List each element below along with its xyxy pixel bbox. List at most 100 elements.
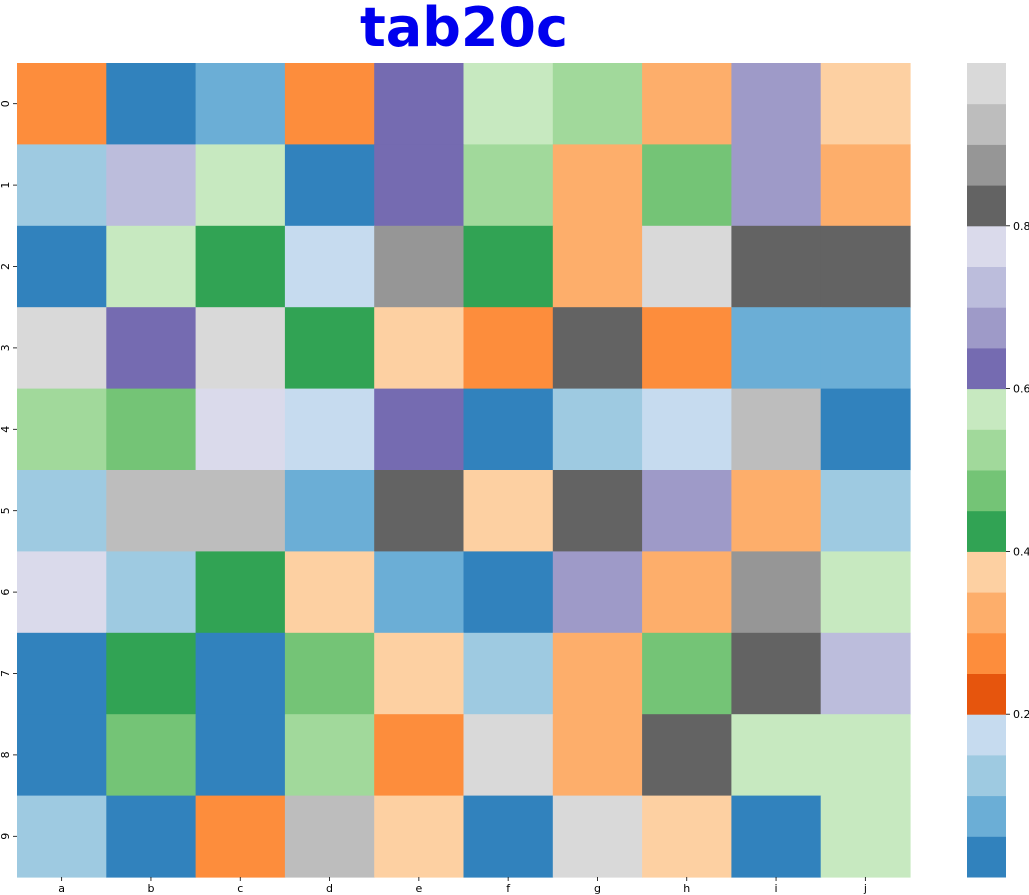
heatmap-cell xyxy=(106,551,197,634)
heatmap-cell xyxy=(642,307,732,390)
colorbar-ticks: 0.2 0.4 0.6 0.8 xyxy=(1006,220,1029,721)
heatmap-cell xyxy=(195,795,286,878)
heatmap-cell xyxy=(17,388,107,471)
heatmap-cell xyxy=(463,225,554,308)
heatmap-cell xyxy=(17,795,107,878)
heatmap-cell xyxy=(106,225,197,308)
heatmap-cell xyxy=(642,388,732,471)
colorbar-swatch xyxy=(967,429,1006,471)
heatmap-cell xyxy=(463,470,554,552)
colorbar-swatch xyxy=(967,266,1006,308)
heatmap-cell xyxy=(284,551,375,634)
heatmap-cell xyxy=(552,795,643,878)
colorbar-swatch xyxy=(967,510,1006,552)
colorbar-swatch xyxy=(967,673,1006,715)
heatmap-cell xyxy=(463,63,554,145)
heatmap-cell xyxy=(642,470,732,552)
heatmap-cell xyxy=(731,632,822,715)
colorbar xyxy=(967,63,1006,878)
heatmap-cell xyxy=(552,388,643,471)
heatmap-cell xyxy=(17,225,107,308)
heatmap-cell xyxy=(106,307,197,390)
heatmap-cell xyxy=(552,470,643,552)
heatmap-cell xyxy=(284,795,375,878)
heatmap-cell xyxy=(374,307,465,390)
heatmap-cell xyxy=(642,632,732,715)
x-tick-label: i xyxy=(775,882,778,895)
heatmap-cell xyxy=(820,144,911,227)
heatmap-cell xyxy=(284,470,375,552)
heatmap-cell xyxy=(463,795,554,878)
colorbar-swatch xyxy=(967,795,1006,837)
heatmap-cell xyxy=(820,225,911,308)
y-tick-label: 6 xyxy=(0,589,12,596)
heatmap-cell xyxy=(106,632,197,715)
heatmap-cell xyxy=(106,795,197,878)
colorbar-swatch xyxy=(967,185,1006,227)
heatmap-cell xyxy=(284,144,375,227)
heatmap-cell xyxy=(552,714,643,797)
heatmap-cell xyxy=(17,144,107,227)
heatmap-cell xyxy=(106,63,197,145)
heatmap-cell xyxy=(642,551,732,634)
heatmap-cell xyxy=(374,470,465,552)
colorbar-swatch xyxy=(967,470,1006,512)
y-tick-label: 1 xyxy=(0,182,12,189)
heatmap-cell xyxy=(284,307,375,390)
heatmap-cell xyxy=(820,307,911,390)
heatmap-cell xyxy=(374,551,465,634)
heatmap-cell xyxy=(374,63,465,145)
heatmap-cell xyxy=(731,144,822,227)
heatmap-cell xyxy=(552,63,643,145)
x-tick-label: j xyxy=(863,882,867,895)
heatmap-cell xyxy=(731,307,822,390)
colorbar-swatch xyxy=(967,836,1006,878)
heatmap-cell xyxy=(374,714,465,797)
heatmap-cell xyxy=(463,714,554,797)
colorbar-swatch xyxy=(967,592,1006,634)
heatmap-cell xyxy=(820,63,911,145)
heatmap-cell xyxy=(17,63,107,145)
x-tick-label: e xyxy=(415,882,422,895)
colorbar-swatch xyxy=(967,144,1006,186)
y-tick-label: 4 xyxy=(0,426,12,433)
heatmap-cell xyxy=(106,144,197,227)
colorbar-swatch xyxy=(967,714,1006,756)
y-tick-label: 8 xyxy=(0,751,12,758)
heatmap-cell xyxy=(463,632,554,715)
x-tick-label: a xyxy=(58,882,65,895)
heatmap-cell xyxy=(731,795,822,878)
heatmap-cell xyxy=(731,551,822,634)
y-tick-label: 3 xyxy=(0,344,12,351)
colorbar-swatch xyxy=(967,754,1006,797)
y-tick-label: 0 xyxy=(0,100,12,107)
colorbar-swatch xyxy=(967,103,1006,145)
heatmap-cell xyxy=(463,388,554,471)
heatmap-cell xyxy=(106,714,197,797)
colorbar-swatch xyxy=(967,63,1006,105)
y-tick-label: 7 xyxy=(0,670,12,677)
heatmap-cell xyxy=(17,470,107,552)
heatmap-cell xyxy=(820,795,911,878)
heatmap-cell xyxy=(731,225,822,308)
colorbar-swatch xyxy=(967,347,1006,390)
heatmap-cell xyxy=(195,551,286,634)
heatmap-cell xyxy=(552,551,643,634)
heatmap-cell xyxy=(463,144,554,227)
heatmap-cell xyxy=(195,714,286,797)
heatmap-cell xyxy=(820,388,911,471)
x-axis-ticks: a b c d e f g h i j xyxy=(58,877,867,895)
heatmap-cell xyxy=(374,225,465,308)
heatmap-cell xyxy=(642,144,732,227)
heatmap-cell xyxy=(106,388,197,471)
heatmap-cell xyxy=(284,632,375,715)
heatmap-cell xyxy=(106,470,197,552)
heatmap-cell xyxy=(195,144,286,227)
heatmap-cell xyxy=(552,144,643,227)
heatmap-cell xyxy=(284,388,375,471)
heatmap-cell xyxy=(552,307,643,390)
colorbar-tick-label: 0.8 xyxy=(1013,220,1029,233)
colorbar-swatch xyxy=(967,388,1006,430)
heatmap-cell xyxy=(195,225,286,308)
